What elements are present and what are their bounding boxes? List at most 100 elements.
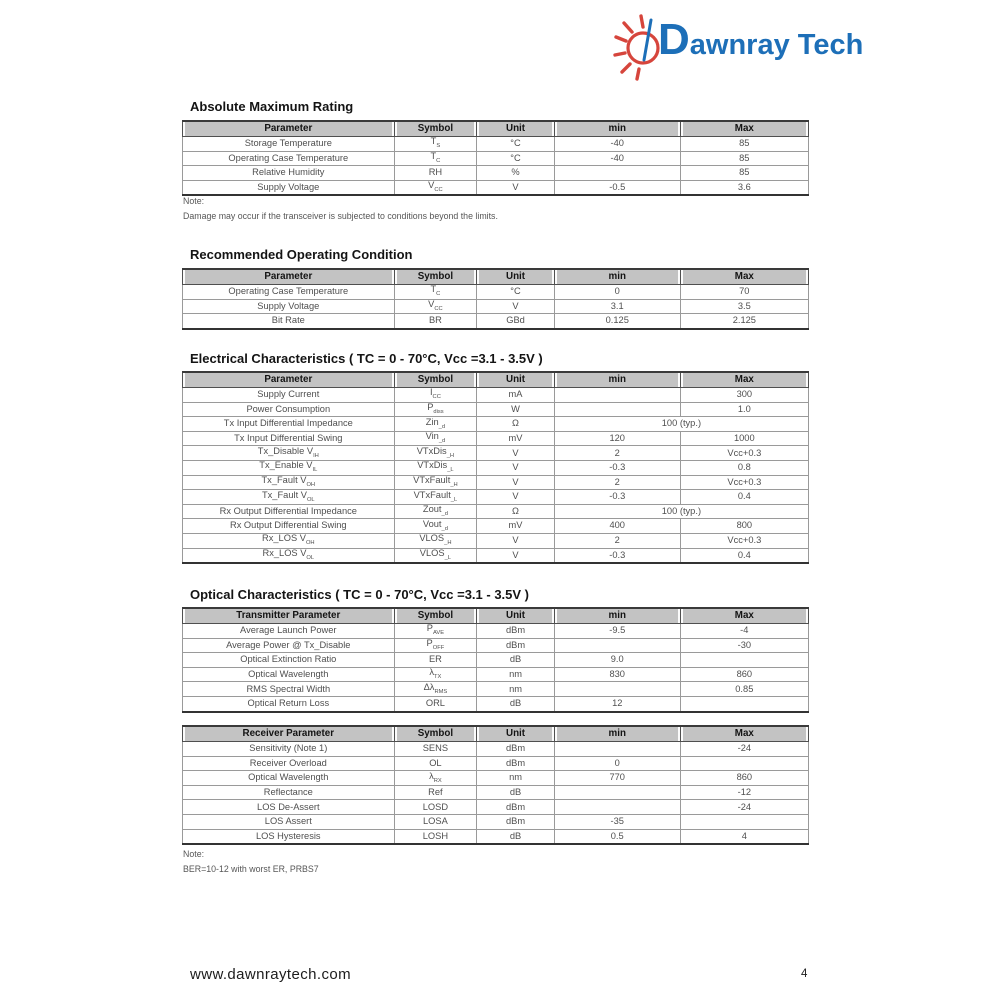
min-cell: 3.1 (553, 298, 681, 315)
min-cell (553, 681, 681, 697)
symbol-cell: LOSD (393, 799, 478, 815)
unit-cell: mV (476, 430, 555, 447)
column-header-symbol: Symbol (393, 371, 478, 388)
parameter-cell: Tx Input Differential Swing (182, 430, 395, 447)
min-cell: -40 (553, 136, 681, 152)
table-row: Optical Wavelength λRX nm 770 860 (182, 770, 810, 786)
table-row: Average Launch Power PAVE dBm -9.5 -4 (182, 623, 810, 639)
heading-recommended-operating-condition: Recommended Operating Condition (190, 247, 413, 262)
parameter-cell: LOS De-Assert (182, 799, 395, 815)
table-header-row: Parameter Symbol Unit min Max (182, 120, 810, 137)
note-label: Note: (183, 196, 205, 206)
parameter-cell: Supply Voltage (182, 298, 395, 315)
max-cell: Vcc+0.3 (679, 532, 810, 549)
table-header-row: Parameter Symbol Unit min Max (182, 371, 810, 388)
min-cell (553, 637, 681, 654)
min-cell: -40 (553, 150, 681, 167)
min-cell: 830 (553, 666, 681, 683)
symbol-cell: ICC (393, 387, 478, 403)
column-header-min: min (553, 371, 681, 388)
table-row: RMS Spectral Width ΔλRMS nm 0.85 (182, 681, 810, 697)
min-cell: -9.5 (553, 623, 681, 639)
heading-absolute-maximum-rating: Absolute Maximum Rating (190, 99, 354, 114)
symbol-cell: TS (393, 136, 478, 152)
table-row: Rx_LOS VOH VLOS_H V 2 Vcc+0.3 (182, 532, 810, 549)
table-row: Power Consumption Pdiss W 1.0 (182, 401, 810, 418)
parameter-cell: Average Power @ Tx_Disable (182, 637, 395, 654)
symbol-cell: TC (393, 150, 478, 167)
note-label: Note: (183, 849, 205, 859)
note-text: Damage may occur if the transceiver is s… (183, 210, 498, 221)
min-cell: 9.0 (553, 652, 681, 668)
table-row: Rx Output Differential Swing Vout_d mV 400 8… (182, 518, 810, 534)
page-number: 4 (801, 968, 808, 980)
symbol-cell: Zout_d (393, 503, 478, 520)
min-cell: 0.125 (553, 313, 681, 330)
electrical-characteristics-table: Parameter Symbol Unit min Max Supply Current I… (182, 371, 810, 565)
unit-cell: °C (476, 284, 555, 300)
symbol-cell: TC (393, 284, 478, 300)
column-header-max: Max (679, 725, 810, 742)
parameter-cell: Reflectance (182, 784, 395, 801)
min-cell (553, 799, 681, 815)
table-row: Rx Output Differential Impedance Zout_d Ω 1… (182, 503, 810, 520)
unit-cell: Ω (476, 503, 555, 520)
table-row: Tx_Disable VIH VTxDis_H V 2 Vcc+0.3 (182, 445, 810, 461)
max-cell: 860 (679, 666, 810, 683)
unit-cell: V (476, 445, 555, 461)
footer-website-url: www.dawnraytech.com (190, 966, 351, 983)
unit-cell: V (476, 547, 555, 564)
table-header-row: Receiver Parameter Symbol Unit min Max (182, 725, 810, 742)
heading-electrical-characteristics: Electrical Characteristics ( TC = 0 - 70… (190, 351, 543, 366)
table-row: Optical Wavelength λTX nm 830 860 (182, 666, 810, 683)
symbol-cell: LOSH (393, 828, 478, 845)
symbol-cell: Vin_d (393, 430, 478, 447)
table-row: Receiver Overload OL dBm 0 (182, 755, 810, 772)
unit-cell: W (476, 401, 555, 418)
max-cell: 300 (679, 387, 810, 403)
column-header-symbol: Symbol (393, 725, 478, 742)
parameter-cell: Supply Current (182, 387, 395, 403)
brand-name: Dawnray Tech (658, 15, 864, 64)
transmitter-parameter-table: Transmitter Parameter Symbol Unit min Max Ave… (182, 607, 810, 713)
max-cell: -30 (679, 637, 810, 654)
parameter-cell: Relative Humidity (182, 165, 395, 181)
unit-cell: dB (476, 652, 555, 668)
max-cell: 0.4 (679, 547, 810, 564)
min-cell: 2 (553, 474, 681, 491)
max-cell (679, 695, 810, 713)
symbol-cell: VLOS_H (393, 532, 478, 549)
max-cell: 0.85 (679, 681, 810, 697)
symbol-cell: ER (393, 652, 478, 668)
typical-value-cell: 100 (typ.) (553, 416, 810, 432)
column-header-min: min (553, 607, 681, 624)
column-header-max: Max (679, 607, 810, 624)
table-row: Rx_LOS VOL VLOS_L V -0.3 0.4 (182, 547, 810, 564)
unit-cell: nm (476, 666, 555, 683)
min-cell: 0 (553, 284, 681, 300)
max-cell: -24 (679, 741, 810, 757)
min-cell (553, 165, 681, 181)
table-row: Optical Return Loss ORL dB 12 (182, 695, 810, 713)
parameter-cell: Storage Temperature (182, 136, 395, 152)
min-cell: 400 (553, 518, 681, 534)
column-header-parameter: Parameter (182, 120, 395, 137)
column-header-unit: Unit (476, 371, 555, 388)
unit-cell: % (476, 165, 555, 181)
parameter-cell: Tx Input Differential Impedance (182, 416, 395, 432)
max-cell: 800 (679, 518, 810, 534)
table-row: Supply Voltage VCC V -0.5 3.6 (182, 179, 810, 196)
table-row: Tx_Fault VOL VTxFault_L V -0.3 0.4 (182, 489, 810, 505)
absolute-maximum-rating-table: Parameter Symbol Unit min Max Storage Tempera… (182, 120, 810, 197)
column-header-max: Max (679, 371, 810, 388)
max-cell: 1.0 (679, 401, 810, 418)
max-cell: Vcc+0.3 (679, 445, 810, 461)
min-cell (553, 387, 681, 403)
parameter-cell: Sensitivity (Note 1) (182, 741, 395, 757)
max-cell: 4 (679, 828, 810, 845)
unit-cell: dB (476, 828, 555, 845)
symbol-cell: PAVE (393, 623, 478, 639)
max-cell (679, 652, 810, 668)
unit-cell: V (476, 298, 555, 315)
